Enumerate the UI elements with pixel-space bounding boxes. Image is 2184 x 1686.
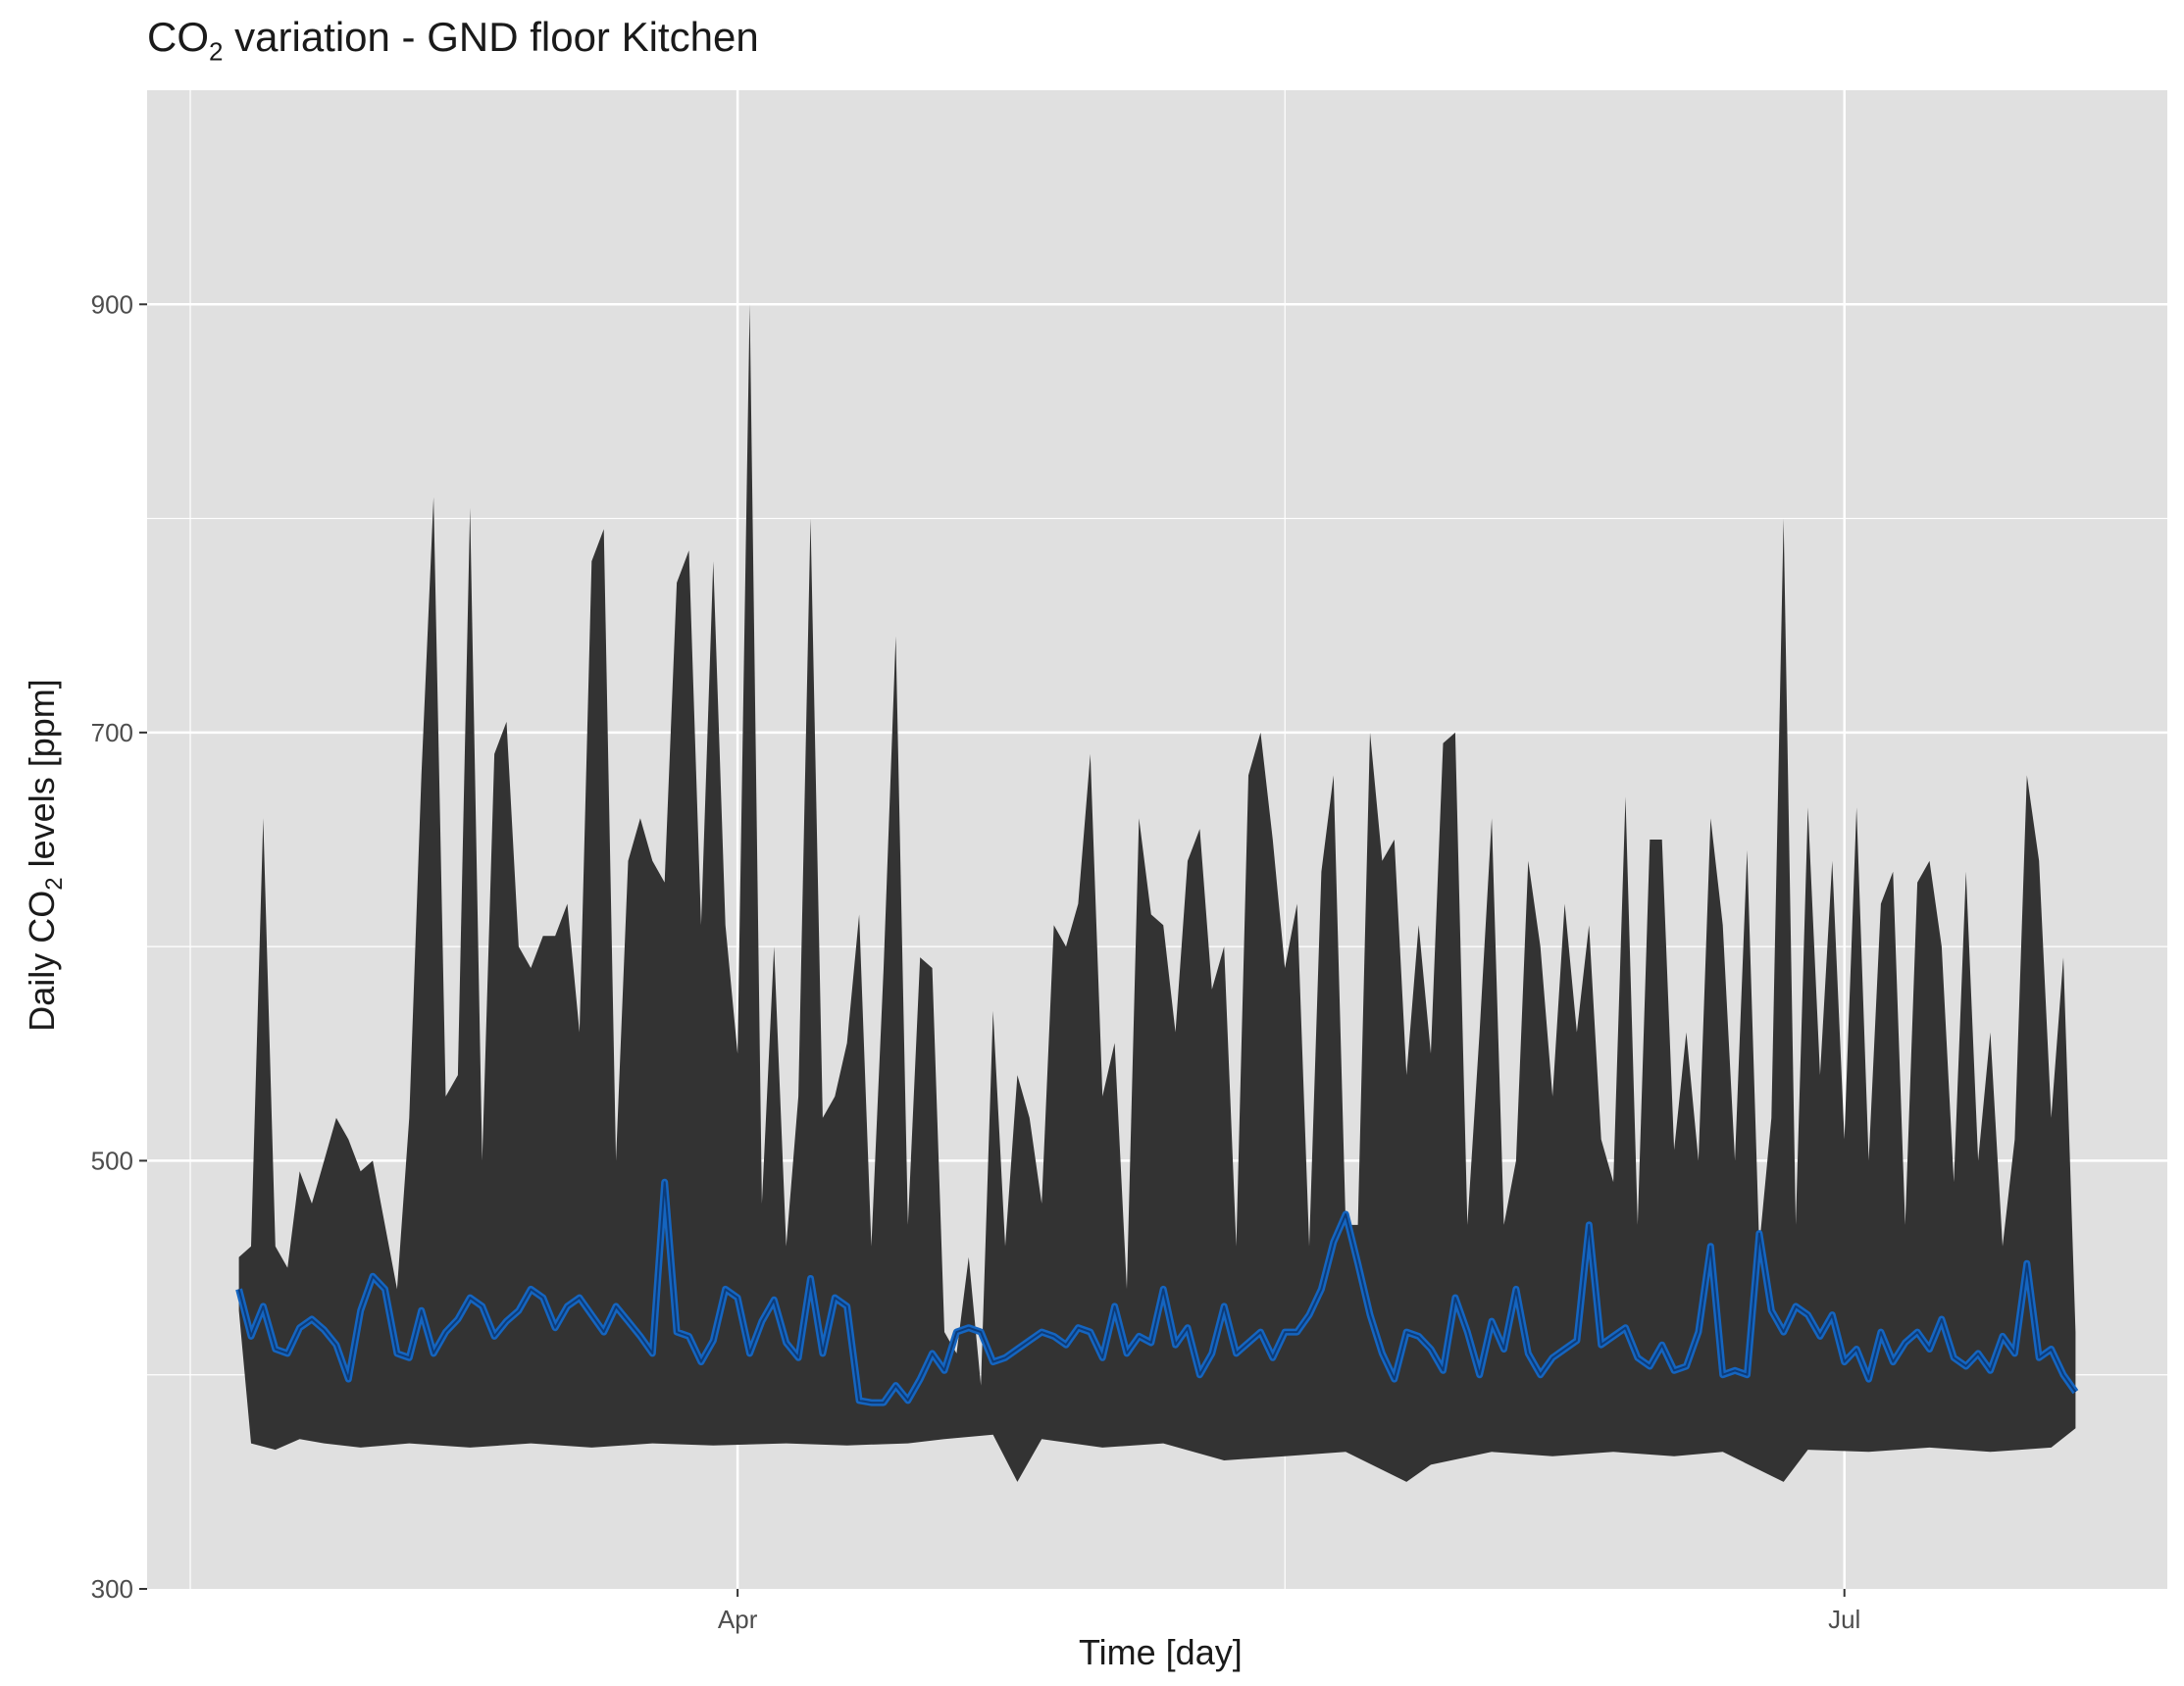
chart-title: CO2 variation - GND floor Kitchen — [147, 14, 759, 67]
y-tick-label: 300 — [91, 1574, 133, 1604]
x-tick-label: Apr — [718, 1605, 758, 1634]
y-tick-label: 900 — [91, 289, 133, 319]
axis-ticks: 300 500 700 900 Apr Jul — [91, 289, 1861, 1634]
y-axis-label: Daily CO2 levels [ppm] — [21, 679, 69, 1032]
x-tick-label: Jul — [1828, 1605, 1860, 1634]
co2-range-area — [238, 304, 2076, 1482]
y-tick-label: 700 — [91, 718, 133, 747]
y-tick-label: 500 — [91, 1146, 133, 1175]
co2-mean-line — [237, 1181, 2077, 1405]
x-axis-label: Time [day] — [1079, 1632, 1243, 1672]
